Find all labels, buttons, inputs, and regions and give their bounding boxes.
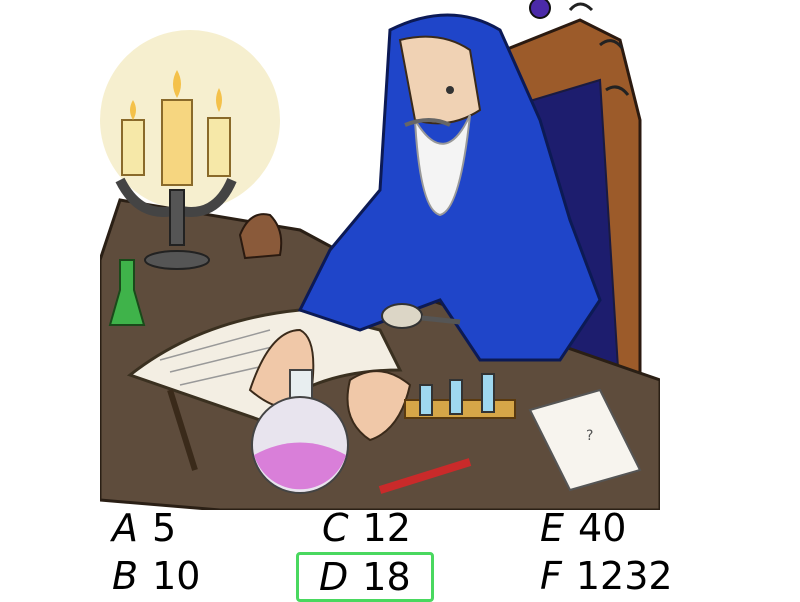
answer-option-f[interactable]: F 1232 bbox=[540, 554, 673, 598]
answer-value: 10 bbox=[152, 554, 201, 598]
answer-letter: B bbox=[112, 554, 139, 598]
answer-option-c[interactable]: C 12 bbox=[322, 506, 411, 550]
note-paper-icon: ? bbox=[528, 388, 642, 492]
answer-option-e[interactable]: E 40 bbox=[540, 506, 626, 550]
answer-value: 12 bbox=[362, 506, 411, 550]
answer-option-b[interactable]: B 10 bbox=[112, 554, 200, 598]
pouch-icon bbox=[238, 213, 283, 260]
answer-letter: E bbox=[540, 506, 565, 550]
red-pencil-icon bbox=[378, 458, 472, 494]
green-flask-icon bbox=[108, 259, 146, 326]
wizard-figure bbox=[248, 13, 602, 442]
answer-value: 5 bbox=[152, 506, 177, 550]
answer-letter: A bbox=[112, 506, 138, 550]
wizard-illustration: ? bbox=[100, 0, 660, 510]
quill-pen-icon bbox=[167, 389, 198, 471]
potion-flask-icon bbox=[251, 369, 349, 494]
answer-value: 1232 bbox=[575, 554, 673, 598]
answer-letter: D bbox=[319, 555, 349, 599]
svg-text:?: ? bbox=[586, 428, 593, 444]
test-tube-rack-icon bbox=[404, 373, 516, 419]
answer-option-d[interactable]: D 18 bbox=[296, 552, 434, 602]
answer-value: 18 bbox=[362, 555, 411, 599]
answer-value: 40 bbox=[578, 506, 627, 550]
answer-letter: C bbox=[322, 506, 349, 550]
candelabra-icon bbox=[115, 70, 237, 270]
magnifying-glass-icon bbox=[381, 303, 461, 329]
answer-letter: F bbox=[540, 554, 562, 598]
